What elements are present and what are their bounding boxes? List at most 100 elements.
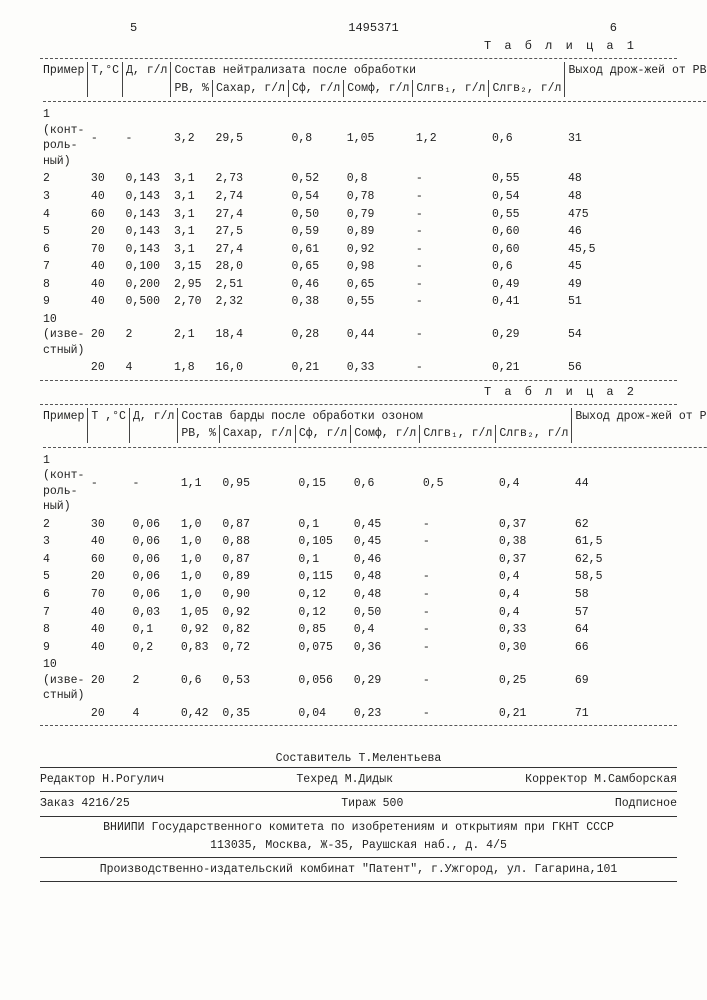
cell: 20 — [88, 705, 130, 723]
cell: 2,32 — [212, 293, 288, 311]
t1-col-clgv1: Слгв₁, г/л — [413, 80, 489, 98]
cell: 0,65 — [344, 276, 413, 294]
cell: 3,1 — [171, 188, 213, 206]
cell: 1,2 — [413, 106, 489, 170]
cell: 0,100 — [123, 258, 171, 276]
cell: 0,8 — [288, 106, 343, 170]
cell: 1,8 — [171, 359, 213, 377]
cell: 0,46 — [351, 551, 420, 569]
t1-col-sugar: Сахар, г/л — [212, 80, 288, 98]
cell: 0,82 — [219, 621, 295, 639]
cell: 0,04 — [295, 705, 350, 723]
cell: 2,73 — [212, 170, 288, 188]
t2-col-comf: Сомф, г/л — [351, 425, 420, 443]
cell: 40 — [88, 258, 123, 276]
cell: 0,89 — [344, 223, 413, 241]
t2-col-primer: Пример — [40, 408, 88, 443]
cell: 0,45 — [351, 533, 420, 551]
table-row: 5200,1433,127,50,590,89-0,604614,2 — [40, 223, 707, 241]
cell: 3,15 — [171, 258, 213, 276]
cell: 20 — [88, 311, 123, 360]
cell: 27,4 — [212, 206, 288, 224]
cell: 0,056 — [295, 656, 350, 705]
order: Заказ 4216/25 — [40, 796, 130, 812]
page-right-num: 6 — [610, 20, 617, 36]
cell: 1,0 — [178, 568, 220, 586]
table1-label: Т а б л и ц а 1 — [40, 38, 677, 54]
cell: 0,44 — [344, 311, 413, 360]
cell: 45,5 — [565, 241, 707, 259]
t2-col-d: Д, г/л — [129, 408, 177, 443]
cell: 20 — [88, 568, 130, 586]
cell: 2,74 — [212, 188, 288, 206]
cell: 0,06 — [129, 533, 177, 551]
cell: 0,06 — [129, 516, 177, 534]
cell: 0,21 — [496, 705, 572, 723]
cell: 40 — [88, 188, 123, 206]
cell: 0,36 — [351, 639, 420, 657]
cell: 0,33 — [496, 621, 572, 639]
compiler: Составитель Т.Мелентьева — [40, 751, 677, 767]
cell: 0,4 — [496, 568, 572, 586]
cell: 62,5 — [572, 551, 707, 569]
cell: 40 — [88, 604, 130, 622]
cell: 0,87 — [219, 551, 295, 569]
cell: 70 — [88, 241, 123, 259]
table-row: 5200,061,00,890,1150,48-0,458,55,85 — [40, 568, 707, 586]
cell: 40 — [88, 639, 130, 657]
cell: 1 (конт-роль-ный) — [40, 106, 88, 170]
cell: 20 — [88, 656, 130, 705]
table-row: 2300,1433,12,730,520,8-0,554814,9 — [40, 170, 707, 188]
cell: 0,6 — [489, 106, 565, 170]
cell: 0,37 — [496, 551, 572, 569]
cell: 0,28 — [288, 311, 343, 360]
cell: - — [420, 705, 496, 723]
cell: 71 — [572, 705, 707, 723]
table-row: 6700,1433,127,40,610,92-0,6045,514,1 — [40, 241, 707, 259]
cell: 0,95 — [219, 452, 295, 516]
t1-col-rv: РВ, % — [171, 80, 213, 98]
cell — [40, 359, 88, 377]
cell: 0,48 — [351, 568, 420, 586]
cell: 9 — [40, 639, 88, 657]
cell: 4 — [123, 359, 171, 377]
cell: 2,95 — [171, 276, 213, 294]
cell: 0,105 — [295, 533, 350, 551]
cell: 58 — [572, 586, 707, 604]
cell: - — [420, 516, 496, 534]
cell: 0,87 — [219, 516, 295, 534]
cell: - — [413, 258, 489, 276]
cell: 40 — [88, 276, 123, 294]
cell: 0,60 — [489, 223, 565, 241]
cell: 0,78 — [344, 188, 413, 206]
table-row: 10 (изве-стный)2020,60,530,0560,29-0,256… — [40, 656, 707, 705]
cell: 0,4 — [496, 452, 572, 516]
cell: 3,2 — [171, 106, 213, 170]
cell: - — [420, 621, 496, 639]
cell: 16,0 — [212, 359, 288, 377]
cell: 7 — [40, 604, 88, 622]
cell: 0,21 — [489, 359, 565, 377]
cell: 0,4 — [496, 604, 572, 622]
table-row: 2041,816,00,210,33-0,215610,1 — [40, 359, 707, 377]
cell: - — [413, 170, 489, 188]
cell: 62 — [572, 516, 707, 534]
cell: 0,03 — [129, 604, 177, 622]
cell: 4 — [40, 551, 88, 569]
cell: 0,48 — [351, 586, 420, 604]
cell: 0,50 — [351, 604, 420, 622]
cell: 66 — [572, 639, 707, 657]
cell: 3,1 — [171, 241, 213, 259]
cell: 0,49 — [489, 276, 565, 294]
cell: 7 — [40, 258, 88, 276]
cell: 0,54 — [288, 188, 343, 206]
t1-col-d: Д, г/л — [123, 62, 171, 97]
cell: 0,500 — [123, 293, 171, 311]
cell: 1,05 — [178, 604, 220, 622]
cell: 0,85 — [295, 621, 350, 639]
cell: 2 — [40, 170, 88, 188]
page-header: 5 1495371 6 — [40, 20, 677, 36]
cell: 0,59 — [288, 223, 343, 241]
t2-group-a: Состав барды после обработки озоном — [178, 408, 572, 426]
cell: 0,88 — [219, 533, 295, 551]
